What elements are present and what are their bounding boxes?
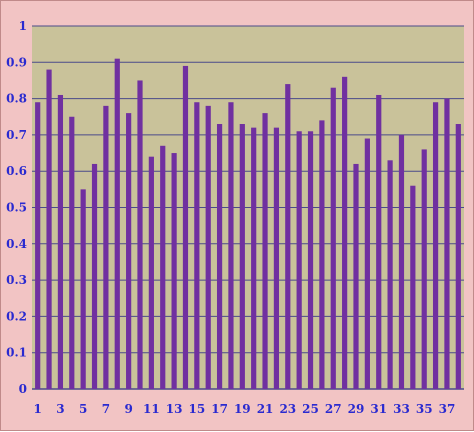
x-tick-label: 3 <box>56 402 64 416</box>
x-tick-label: 19 <box>234 402 251 416</box>
y-tick-label: 0 <box>19 382 27 396</box>
bar-16 <box>205 105 211 390</box>
bar-10 <box>137 80 143 389</box>
x-tick-label: 5 <box>79 402 87 416</box>
x-tick-label: 31 <box>370 402 387 416</box>
bar-15 <box>194 102 200 389</box>
bar-24 <box>296 131 302 389</box>
bar-18 <box>228 102 234 389</box>
x-tick-label: 29 <box>348 402 365 416</box>
x-tick-label: 17 <box>211 402 228 416</box>
bar-28 <box>342 76 348 389</box>
bar-27 <box>330 87 336 390</box>
y-tick-label: 0.1 <box>6 346 27 360</box>
x-tick-label: 37 <box>439 402 456 416</box>
bar-12 <box>160 145 166 389</box>
bar-11 <box>148 156 154 389</box>
y-tick-label: 0.9 <box>6 55 27 69</box>
bar-2 <box>46 69 52 389</box>
bar-32 <box>387 160 393 389</box>
bar-21 <box>262 113 268 390</box>
x-tick-label: 25 <box>302 402 319 416</box>
bar-30 <box>364 138 370 389</box>
bar-3 <box>57 94 64 389</box>
x-tick-label: 15 <box>188 402 205 416</box>
x-tick-label: 11 <box>143 402 160 416</box>
y-tick-label: 0.7 <box>6 128 27 142</box>
bar-31 <box>376 94 382 389</box>
bar-37 <box>444 98 450 389</box>
x-tick-label: 35 <box>416 402 433 416</box>
bar-6 <box>91 163 98 389</box>
y-tick-label: 0.4 <box>6 237 27 251</box>
bar-36 <box>432 102 439 389</box>
y-tick-label: 0.5 <box>6 201 27 215</box>
y-tick-label: 0.8 <box>6 92 27 106</box>
x-tick-label: 7 <box>102 402 110 416</box>
bar-23 <box>285 84 291 389</box>
x-axis-ticks: 1 3 5 7 9 11 13 15 17 19 21 23 25 27 29 31 33 35 37 <box>34 402 456 416</box>
bar-7 <box>103 105 109 390</box>
bar-9 <box>126 113 132 390</box>
bar-4 <box>69 116 75 389</box>
bar-5 <box>80 189 86 389</box>
bar-8 <box>114 58 120 390</box>
bar-14 <box>182 65 189 390</box>
y-tick-label: 0.2 <box>6 309 27 323</box>
x-tick-label: 23 <box>279 402 296 416</box>
x-tick-label: 33 <box>393 402 410 416</box>
bar-13 <box>171 153 177 389</box>
bar-26 <box>319 120 325 389</box>
bar-25 <box>307 131 314 389</box>
x-tick-label: 27 <box>325 402 342 416</box>
bar-35 <box>421 149 427 389</box>
bar-33 <box>398 134 405 389</box>
y-tick-label: 1 <box>19 19 27 33</box>
bar-1 <box>35 102 41 389</box>
bar-19 <box>239 124 245 389</box>
bars <box>35 58 461 390</box>
y-tick-label: 0.3 <box>6 273 27 287</box>
x-tick-label: 1 <box>34 402 42 416</box>
bar-20 <box>251 127 257 389</box>
bar-17 <box>216 124 223 389</box>
bar-22 <box>273 127 280 389</box>
bar-29 <box>353 163 359 389</box>
bar-34 <box>410 185 416 389</box>
x-tick-label: 13 <box>166 402 183 416</box>
x-tick-label: 9 <box>124 402 132 416</box>
x-tick-label: 21 <box>257 402 274 416</box>
y-tick-label: 0.6 <box>6 164 27 178</box>
bar-38 <box>455 124 461 389</box>
y-axis-ticks: 0 0.1 0.2 0.3 0.4 0.5 0.6 0.7 0.8 0.9 1 <box>6 19 27 396</box>
